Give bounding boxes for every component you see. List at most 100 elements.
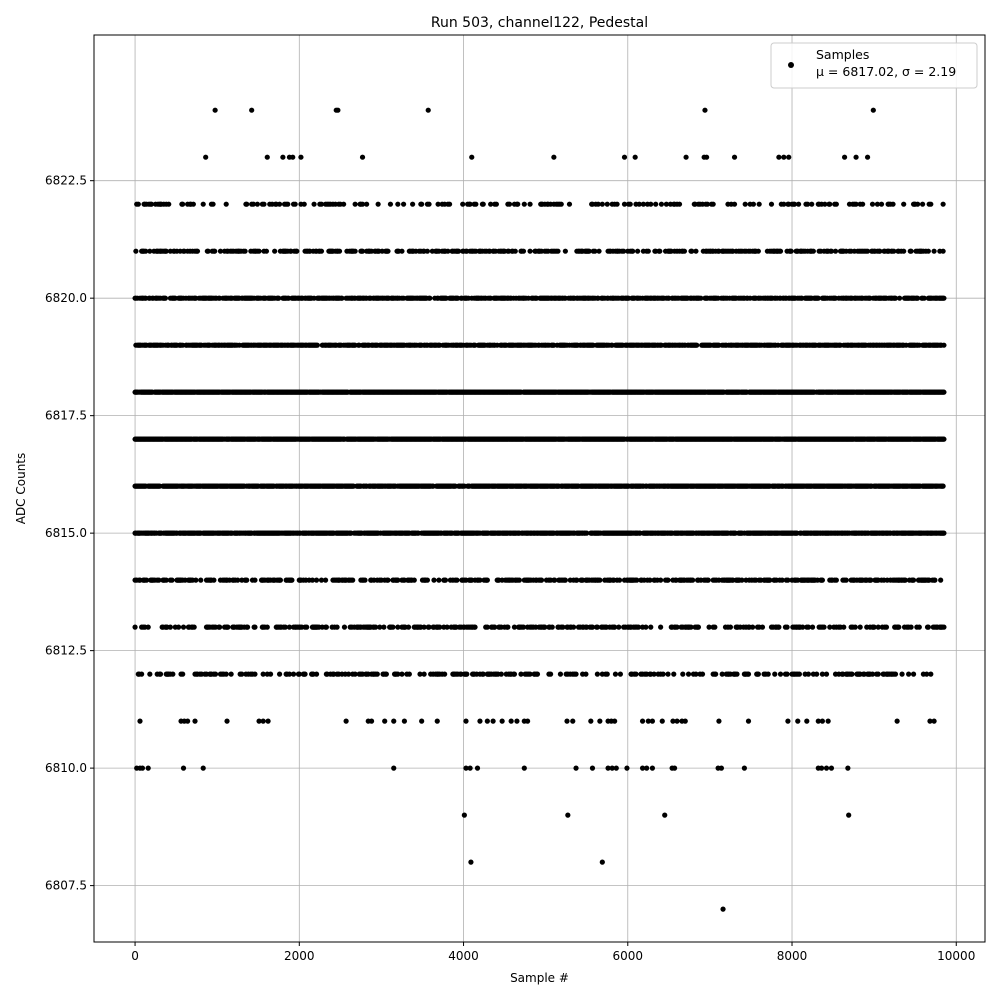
- data-point: [289, 577, 295, 583]
- data-point: [910, 577, 917, 583]
- data-point: [699, 671, 706, 677]
- data-point: [147, 671, 153, 677]
- data-point: [841, 624, 847, 630]
- data-point: [674, 624, 680, 630]
- data-point: [857, 624, 863, 630]
- data-point: [437, 624, 443, 630]
- data-point: [938, 577, 944, 583]
- data-point: [345, 671, 352, 677]
- data-point: [570, 624, 577, 630]
- data-point: [635, 624, 642, 630]
- data-point: [940, 483, 946, 489]
- data-point: [211, 577, 217, 583]
- data-point: [784, 671, 790, 677]
- data-point: [277, 577, 284, 583]
- data-point: [910, 671, 917, 677]
- data-point: [896, 624, 902, 630]
- data-point: [779, 577, 785, 583]
- data-point: [594, 624, 600, 630]
- data-point: [658, 577, 664, 583]
- data-point: [612, 624, 618, 630]
- data-point: [809, 624, 816, 630]
- data-point: [314, 342, 320, 348]
- data-point: [925, 624, 931, 630]
- data-point: [417, 671, 423, 677]
- data-point: [852, 624, 858, 630]
- data-point: [843, 577, 849, 583]
- data-point: [252, 624, 258, 630]
- data-point: [399, 671, 405, 677]
- data-point: [406, 671, 412, 677]
- data-point: [583, 671, 589, 677]
- data-point: [395, 624, 401, 630]
- data-point: [442, 671, 448, 677]
- data-point: [302, 671, 308, 677]
- data-point: [616, 624, 622, 630]
- data-point: [784, 624, 790, 630]
- data-point: [286, 624, 293, 630]
- data-point: [472, 624, 478, 630]
- data-point: [916, 624, 922, 630]
- data-point: [767, 577, 773, 583]
- data-point: [871, 624, 877, 630]
- data-point: [589, 624, 596, 630]
- data-point: [634, 577, 640, 583]
- data-point: [617, 671, 623, 677]
- data-point: [252, 671, 258, 677]
- data-point: [421, 671, 427, 677]
- data-point: [383, 671, 389, 677]
- data-point: [833, 577, 839, 583]
- data-point: [341, 624, 348, 630]
- data-point: [557, 671, 564, 677]
- data-point: [163, 577, 169, 583]
- data-point: [745, 671, 752, 677]
- data-point: [180, 671, 186, 677]
- data-points: [132, 107, 947, 912]
- data-point: [932, 577, 938, 583]
- data-point: [442, 577, 449, 583]
- data-point: [390, 624, 396, 630]
- data-point: [755, 671, 761, 677]
- data-point: [713, 671, 719, 677]
- data-point: [750, 624, 756, 630]
- data-point: [695, 624, 702, 630]
- data-point: [223, 671, 229, 677]
- data-point: [395, 577, 401, 583]
- data-point: [198, 577, 204, 583]
- data-point: [819, 577, 826, 583]
- data-point: [785, 577, 791, 583]
- data-point: [322, 577, 329, 583]
- data-point: [191, 624, 197, 630]
- data-point: [377, 624, 383, 630]
- data-point: [527, 671, 533, 677]
- data-point: [759, 624, 766, 630]
- data-point: [574, 577, 580, 583]
- data-point: [290, 671, 297, 677]
- data-point: [552, 577, 558, 583]
- data-point: [547, 671, 554, 677]
- data-point: [562, 577, 568, 583]
- data-point: [431, 577, 437, 583]
- data-point: [373, 624, 379, 630]
- data-point: [805, 624, 812, 630]
- data-point: [534, 671, 541, 677]
- data-point: [560, 624, 566, 630]
- data-point: [180, 624, 187, 630]
- data-point: [334, 624, 340, 630]
- data-point: [776, 624, 782, 630]
- data-point: [712, 624, 718, 630]
- data-point: [772, 671, 778, 677]
- data-point: [381, 624, 387, 630]
- data-point: [323, 624, 329, 630]
- data-point: [719, 671, 725, 677]
- data-point: [313, 577, 320, 583]
- data-point: [411, 577, 417, 583]
- data-point: [690, 577, 696, 583]
- data-point: [362, 577, 368, 583]
- data-point: [511, 671, 518, 677]
- data-point: [941, 530, 947, 536]
- data-point: [518, 671, 524, 677]
- data-point: [426, 624, 432, 630]
- data-point: [477, 577, 483, 583]
